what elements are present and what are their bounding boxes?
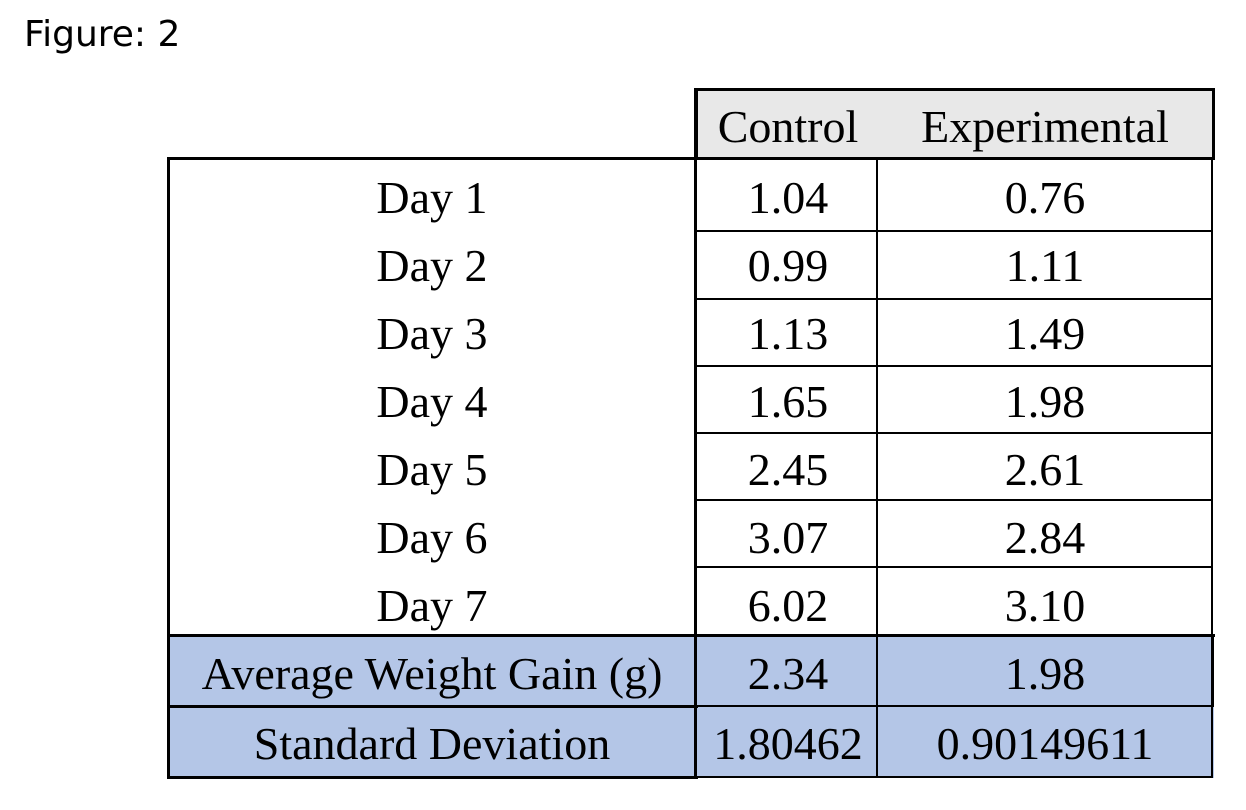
control-value: 6.02 <box>747 580 829 631</box>
column-header-experimental: Experimental <box>921 101 1169 152</box>
control-value: 0.99 <box>747 240 829 291</box>
row-label: Day 1 <box>376 172 488 223</box>
summary-row-average-bg <box>168 636 1214 706</box>
experimental-value: 1.98 <box>1004 376 1086 427</box>
row-label: Day 4 <box>376 376 488 427</box>
summary-label-stddev: Standard Deviation <box>253 718 611 769</box>
table-border <box>167 157 170 779</box>
summary-border <box>1211 634 1214 707</box>
experimental-value: 1.49 <box>1004 308 1086 359</box>
control-value: 1.13 <box>747 308 829 359</box>
control-value: 3.07 <box>747 512 829 563</box>
row-divider <box>696 566 1213 568</box>
header-cell-group <box>695 88 1215 160</box>
table-border <box>694 88 697 779</box>
experimental-value: 2.84 <box>1004 512 1086 563</box>
summary-border <box>167 634 1215 637</box>
summary-experimental-average: 1.98 <box>1004 648 1086 699</box>
figure-caption: Figure: 2 <box>24 14 181 55</box>
summary-label-average: Average Weight Gain (g) <box>201 648 663 699</box>
row-label: Day 5 <box>376 444 488 495</box>
row-label: Day 6 <box>376 512 488 563</box>
summary-experimental-stddev: 0.90149611 <box>936 718 1154 769</box>
row-label: Day 7 <box>376 580 488 631</box>
summary-control-average: 2.34 <box>747 648 829 699</box>
experimental-value: 2.61 <box>1004 444 1086 495</box>
row-divider <box>696 499 1213 501</box>
row-label: Day 2 <box>376 240 488 291</box>
summary-border <box>696 705 1213 707</box>
summary-control-stddev: 1.80462 <box>713 718 863 769</box>
row-divider <box>696 298 1213 300</box>
experimental-value: 1.11 <box>1005 240 1085 291</box>
column-header-control: Control <box>717 101 859 152</box>
row-divider <box>696 365 1213 367</box>
experimental-value: 3.10 <box>1004 580 1086 631</box>
table-border <box>167 157 698 160</box>
summary-border <box>167 705 698 708</box>
summary-row-stddev-bg <box>168 706 1214 778</box>
control-value: 1.04 <box>747 172 829 223</box>
control-value: 1.65 <box>747 376 829 427</box>
row-divider <box>696 432 1213 434</box>
control-value: 2.45 <box>747 444 829 495</box>
row-divider <box>696 776 1213 778</box>
row-label: Day 3 <box>376 308 488 359</box>
table-border <box>167 776 698 779</box>
experimental-value: 0.76 <box>1004 172 1086 223</box>
table-border <box>1211 158 1213 778</box>
row-divider <box>696 230 1213 232</box>
table-border <box>876 158 878 778</box>
